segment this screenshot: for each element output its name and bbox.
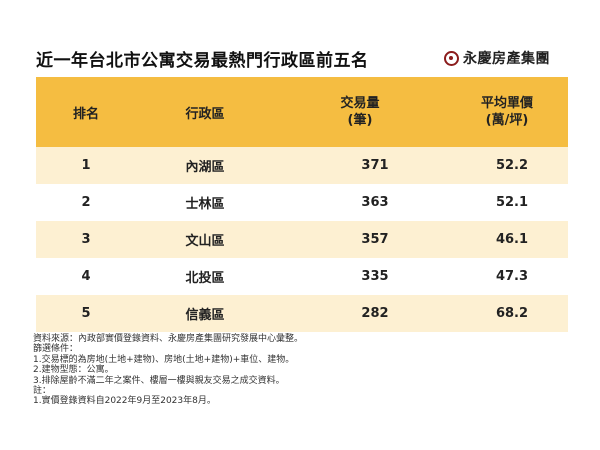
cell-price: 52.1 xyxy=(495,195,529,210)
footnotes: 資料來源：內政部實價登錄資料、永慶房產集團研究發展中心彙整。 篩選條件： 1.交… xyxy=(33,334,303,407)
table-row: 2 士林區 363 52.1 xyxy=(36,184,568,221)
header-volume-unit: (筆) xyxy=(347,113,373,128)
note-filter-heading: 篩選條件： xyxy=(33,344,79,355)
header-volume: 交易量 (筆) xyxy=(274,95,446,129)
header-rank: 排名 xyxy=(72,106,99,122)
header-district: 行政區 xyxy=(185,106,225,122)
cell-price: 46.1 xyxy=(495,232,529,247)
cell-rank: 3 xyxy=(81,232,91,247)
cell-price: 47.3 xyxy=(495,269,529,284)
table-row: 5 信義區 282 68.2 xyxy=(36,295,568,332)
cell-rank: 5 xyxy=(81,306,91,321)
header-price-unit: (萬/坪) xyxy=(485,113,529,128)
cell-volume: 335 xyxy=(361,269,389,284)
cell-district: 文山區 xyxy=(185,234,225,249)
cell-volume: 357 xyxy=(361,232,389,247)
note-source: 資料來源：內政部實價登錄資料、永慶房產集團研究發展中心彙整。 xyxy=(33,334,304,344)
note-filter-2: 2.建物型態：公寓。 xyxy=(33,365,114,376)
table-row: 1 內湖區 371 52.2 xyxy=(36,147,568,184)
table-row: 4 北投區 335 47.3 xyxy=(36,258,568,295)
header-price-label: 平均單價 xyxy=(480,96,533,111)
cell-rank: 4 xyxy=(81,269,91,284)
header-volume-label: 交易量 xyxy=(340,96,380,111)
cell-volume: 363 xyxy=(361,195,389,210)
note-remark-1: 1.實價登錄資料自2022年9月至2023年8月。 xyxy=(33,396,216,407)
header-price: 平均單價 (萬/坪) xyxy=(446,95,568,129)
cell-district: 北投區 xyxy=(185,271,225,286)
page-title: 近一年台北市公寓交易最熱門行政區前五名 xyxy=(36,51,369,71)
cell-district: 士林區 xyxy=(185,197,225,212)
cell-district: 信義區 xyxy=(185,308,225,323)
cell-volume: 282 xyxy=(361,306,389,321)
ranking-table: 排名 行政區 交易量 (筆) 平均單價 (萬/坪) 1 內湖區 371 52.2… xyxy=(36,77,568,332)
cell-price: 52.2 xyxy=(495,158,529,173)
yungching-logo-icon xyxy=(444,50,459,66)
cell-rank: 2 xyxy=(81,195,91,210)
cell-district: 內湖區 xyxy=(185,160,225,175)
table-row: 3 文山區 357 46.1 xyxy=(36,221,568,258)
brand-logo-text: 永慶房產集團 xyxy=(463,51,550,67)
cell-rank: 1 xyxy=(81,158,91,173)
table-header: 排名 行政區 交易量 (筆) 平均單價 (萬/坪) xyxy=(36,77,568,147)
cell-volume: 371 xyxy=(361,158,389,173)
note-filter-1: 1.交易標的為房地(土地+建物)、房地(土地+建物)+車位、建物。 xyxy=(33,354,295,365)
cell-price: 68.2 xyxy=(495,306,529,321)
note-remark-heading: 註： xyxy=(33,386,52,397)
brand-logo: 永慶房產集團 xyxy=(444,48,550,68)
note-filter-3: 3.排除屋齡不滿二年之案件、樓層一樓與親友交易之成交資料。 xyxy=(33,375,285,386)
